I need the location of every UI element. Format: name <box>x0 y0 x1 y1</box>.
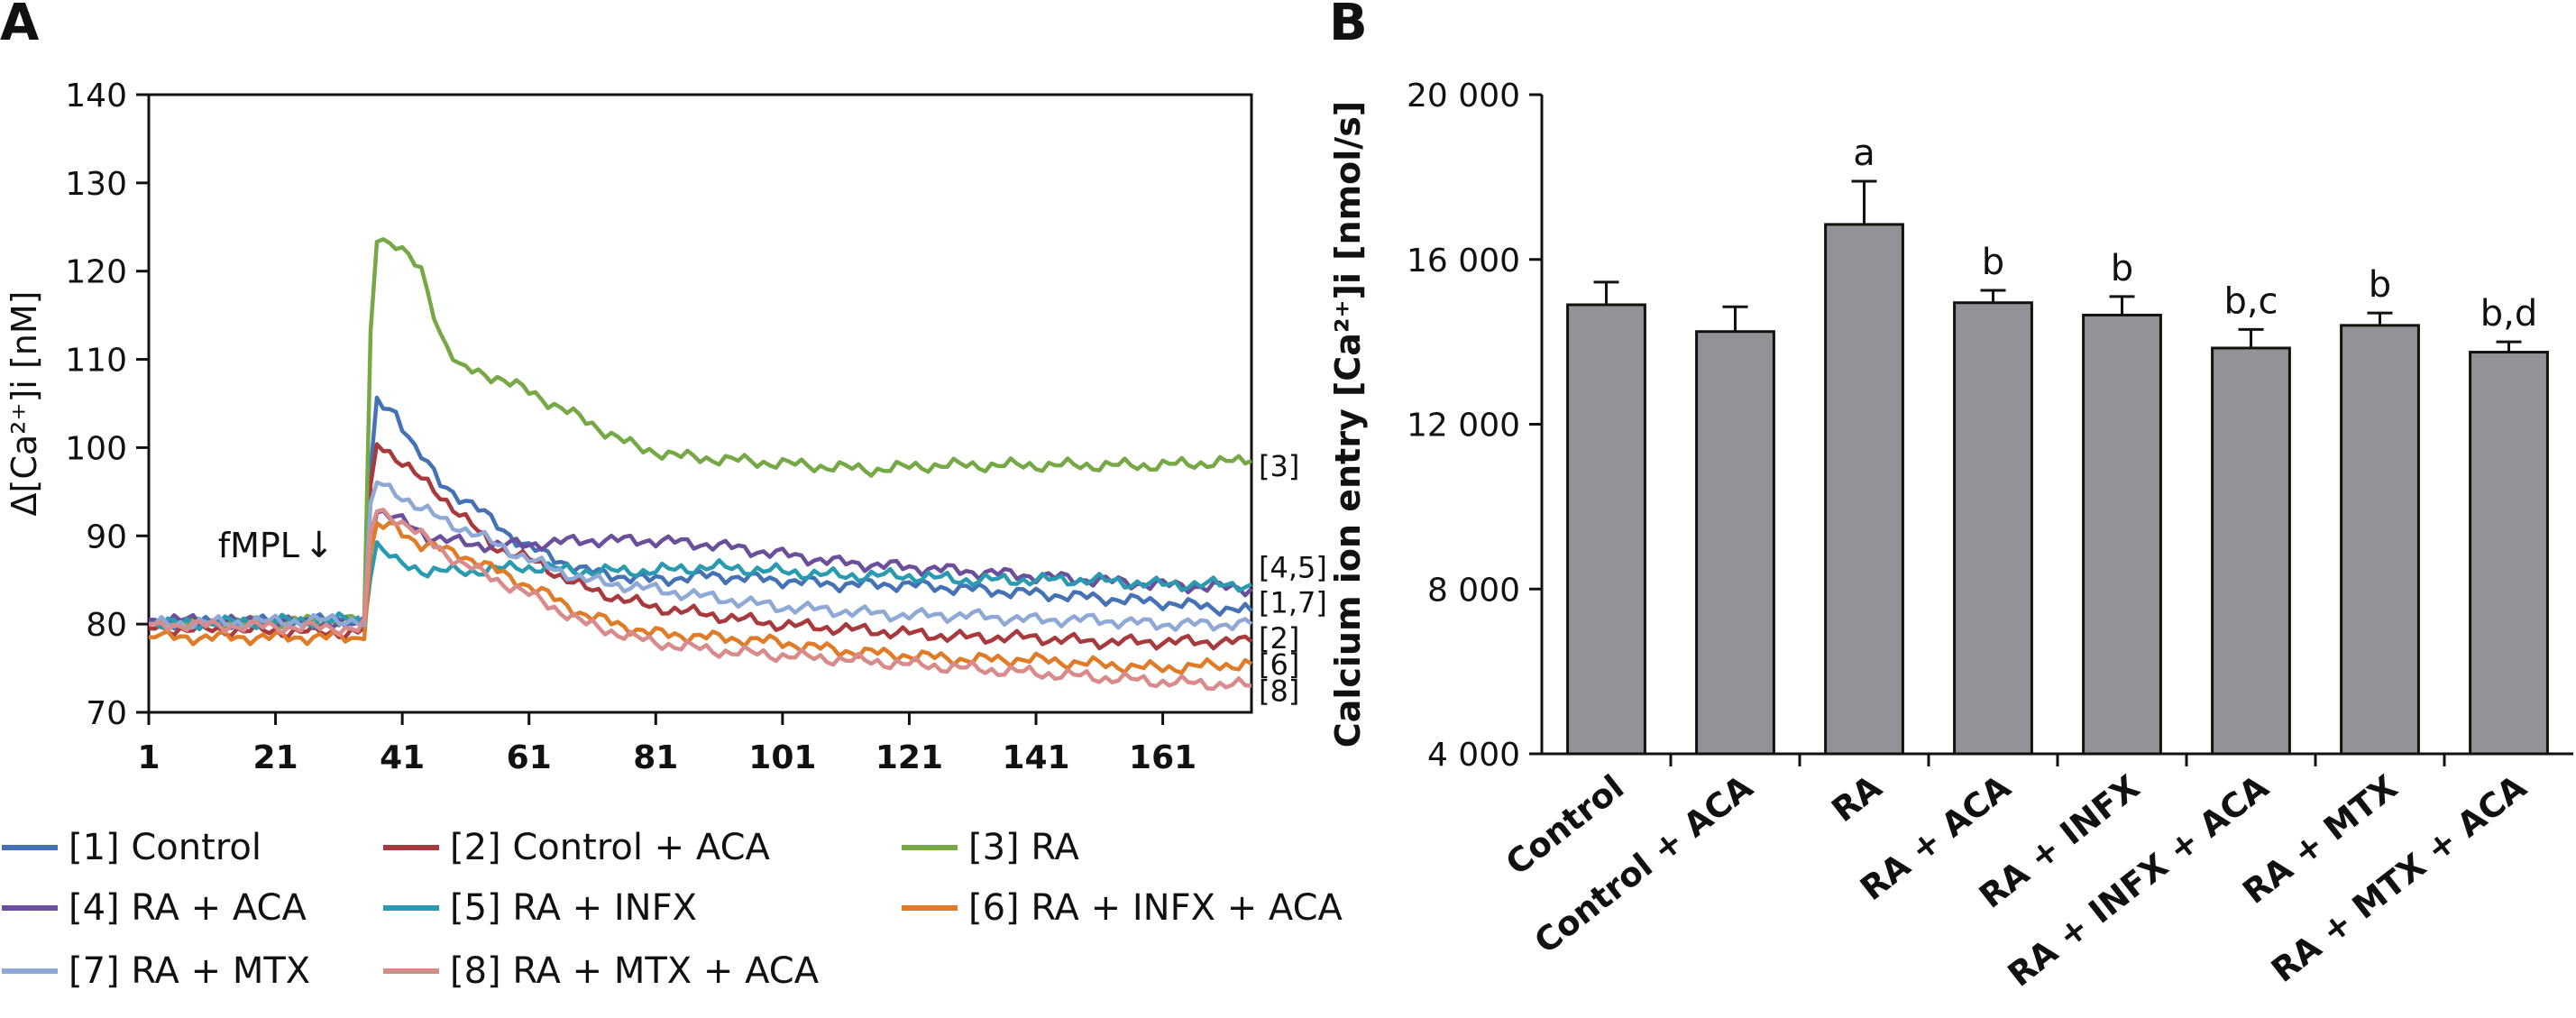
y-tick-label: 120 <box>65 254 127 291</box>
x-tick-label: 1 <box>137 739 160 776</box>
legend-entry: [2] Control + ACA <box>450 827 771 868</box>
legend-entry: [7] RA + MTX <box>69 950 310 992</box>
series-end-label: [2] <box>1259 621 1299 656</box>
y-tick-label: 20 000 <box>1407 78 1520 115</box>
y-axis-label: Calcium ion entry [Ca²⁺]i [nmol/s] <box>1328 101 1368 747</box>
significance-label: b <box>1982 242 2004 283</box>
y-tick-label: 16 000 <box>1407 243 1520 280</box>
bar <box>1695 330 1775 756</box>
bar <box>2082 313 2162 756</box>
x-tick-label: 101 <box>748 739 816 776</box>
category-label: RA <box>1825 767 1890 830</box>
y-tick-label: 12 000 <box>1407 408 1520 445</box>
series-line-7 <box>148 480 1253 632</box>
bar <box>1953 301 2033 756</box>
bar <box>2340 324 2420 756</box>
legend-entry: [1] Control <box>69 827 261 868</box>
legend-entry: [4] RA + ACA <box>69 887 307 929</box>
line-chart-legend: [1] Control [2] Control + ACA [3] RA [4] RA… <box>2 827 1343 992</box>
annotation-label: fMPL <box>218 526 299 565</box>
series-end-label: [1,7] <box>1259 586 1327 620</box>
significance-label: b,d <box>2480 293 2538 335</box>
series-end-label: [3] <box>1259 449 1299 483</box>
x-tick-label: 61 <box>507 739 552 776</box>
legend-entry: [8] RA + MTX + ACA <box>450 950 820 992</box>
y-tick-label: 100 <box>65 430 127 467</box>
legend-entry: [5] RA + INFX <box>450 887 697 929</box>
panel-a-label: A <box>0 0 40 52</box>
line-chart-frame <box>147 93 1253 714</box>
x-tick-label: 141 <box>1002 739 1069 776</box>
y-tick-label: 4 000 <box>1427 737 1520 774</box>
y-tick-label: 70 <box>86 695 127 732</box>
series-end-label: [6] <box>1259 647 1299 682</box>
series-line-8 <box>148 508 1252 692</box>
bar <box>1566 303 1646 756</box>
x-tick-label: 21 <box>253 739 298 776</box>
bar <box>2469 351 2549 756</box>
x-tick-label: 81 <box>633 739 678 776</box>
annotation-arrow: ↓ <box>304 525 335 566</box>
category-label: Control + ACA <box>1527 767 1761 961</box>
significance-label: a <box>1853 133 1875 174</box>
series-end-label: [8] <box>1259 674 1299 709</box>
legend-entry: [6] RA + INFX + ACA <box>968 887 1343 929</box>
bar <box>1824 223 1904 756</box>
series-end-label: [4,5] <box>1259 551 1327 585</box>
y-tick-label: 8 000 <box>1427 572 1520 609</box>
y-axis-label: Δ[Ca²⁺]i [nM] <box>5 291 44 517</box>
series-line-5 <box>148 540 1252 632</box>
legend-entry: [3] RA <box>968 827 1080 868</box>
significance-label: b <box>2369 264 2391 306</box>
bar <box>2211 346 2291 756</box>
y-tick-label: 90 <box>86 518 127 555</box>
x-tick-label: 41 <box>380 739 425 776</box>
y-tick-label: 130 <box>65 166 127 203</box>
significance-label: b <box>2111 248 2133 289</box>
panel-b-label: B <box>1329 0 1368 52</box>
x-tick-label: 121 <box>875 739 943 776</box>
y-tick-label: 80 <box>86 607 127 644</box>
significance-label: b,c <box>2223 280 2278 322</box>
y-tick-label: 140 <box>65 78 127 115</box>
y-tick-label: 110 <box>65 343 127 380</box>
x-tick-label: 161 <box>1129 739 1196 776</box>
bar-chart: 4 000 8 000 12 000 16 000 20 000 Calcium ion … <box>1328 78 2573 995</box>
